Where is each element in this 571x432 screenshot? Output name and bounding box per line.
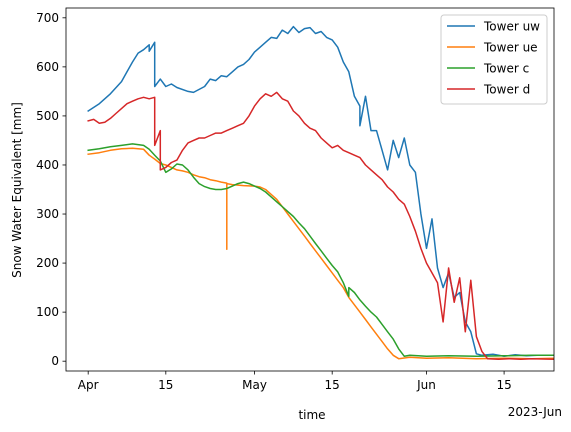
x-tick-label: May xyxy=(242,378,267,392)
x-tick-label: 15 xyxy=(496,378,511,392)
series-line-tower-d xyxy=(87,91,554,360)
x-axis-offset-label: 2023-Jun xyxy=(508,405,562,419)
y-tick-label: 600 xyxy=(36,60,59,74)
y-tick-label: 400 xyxy=(36,158,59,172)
x-axis-ticks: Apr 15 May 15 Jun 15 xyxy=(78,371,512,392)
legend-label: Tower d xyxy=(483,83,530,97)
y-axis-ticks: 0 100 200 300 400 500 600 700 xyxy=(36,11,66,368)
legend-label: Tower c xyxy=(483,62,529,76)
x-tick-label: 15 xyxy=(158,378,173,392)
y-tick-label: 0 xyxy=(51,354,59,368)
legend-label: Tower uw xyxy=(483,20,540,34)
y-tick-label: 500 xyxy=(36,109,59,123)
series-layer xyxy=(87,25,554,360)
series-line-tower-ue xyxy=(87,147,554,360)
legend-box xyxy=(440,14,548,105)
x-tick-label: Jun xyxy=(416,378,436,392)
y-axis-label: Snow Water Equivalent [mm] xyxy=(10,102,24,278)
plot-frame xyxy=(65,7,555,372)
y-tick-label: 700 xyxy=(36,11,59,25)
x-tick-label: Apr xyxy=(78,378,99,392)
legend-label: Tower ue xyxy=(483,41,538,55)
legend: Tower uw Tower ue Tower c Tower d xyxy=(440,14,548,105)
x-tick-label: 15 xyxy=(325,378,340,392)
x-axis-label: time xyxy=(298,408,325,422)
y-tick-label: 300 xyxy=(36,207,59,221)
y-tick-label: 200 xyxy=(36,256,59,270)
series-line-tower-c xyxy=(87,143,554,358)
series-line-tower-uw xyxy=(87,25,554,358)
y-tick-label: 100 xyxy=(36,305,59,319)
